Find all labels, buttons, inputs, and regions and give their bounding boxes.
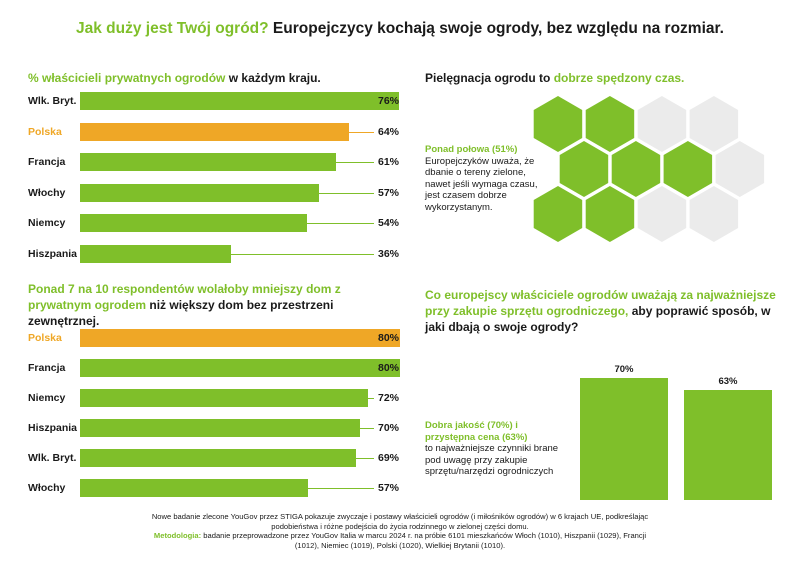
bar-label: Włochy <box>28 482 66 494</box>
bar-label: Polska <box>28 125 62 138</box>
bar-leader-line <box>319 192 374 194</box>
bar <box>80 479 308 497</box>
bar <box>80 183 320 202</box>
equipment-note: Dobra jakość (70%) i przystępna cena (63… <box>425 420 565 478</box>
garden-care-title: Pielęgnacja ogrodu to dobrze spędzony cz… <box>425 70 785 86</box>
garden-care-note: Ponad połowa (51%) Europejczyków uważa, … <box>425 144 547 213</box>
bar <box>80 389 368 407</box>
hexagon-empty <box>637 96 687 152</box>
bar <box>80 329 400 347</box>
bar <box>80 214 307 232</box>
hexagon-empty <box>689 96 739 152</box>
house-preference-chart-title: Ponad 7 na 10 respondentów wolałoby mnie… <box>28 281 378 329</box>
bar <box>80 153 337 171</box>
hexagon-filled <box>611 141 661 197</box>
bar-value-label: 69% <box>378 452 400 464</box>
bar <box>684 389 772 500</box>
bar-value-label: 63% <box>718 375 738 387</box>
footer-methodology-text: badanie przeprowadzone przez YouGov Ital… <box>201 531 647 550</box>
bar-label: Niemcy <box>28 392 66 404</box>
bar-value-label: 76% <box>378 95 400 107</box>
footer-methodology-label: Metodologia: <box>153 531 202 541</box>
bar-value-label: 57% <box>378 186 400 199</box>
hexagon-empty <box>689 186 739 242</box>
bar-value-label: 57% <box>378 482 400 494</box>
bar-label: Wlk. Bryt. <box>28 95 77 107</box>
house-preference-bar-chart: Polska 80% Francja 80% Niemcy 72% Hiszpania 70%… <box>28 329 408 499</box>
page-title-rest: Europejczycy kochają swoje ogrody, bez w… <box>268 20 724 37</box>
ownership-title-rest: w każdym kraju. <box>225 71 321 85</box>
bar-label: Francja <box>28 362 66 374</box>
bar-value-label: 70% <box>614 363 634 375</box>
bar <box>580 377 668 500</box>
bar-label: Francja <box>28 156 66 168</box>
bar-value-label: 61% <box>378 156 400 168</box>
bar <box>80 244 232 263</box>
footer-description: Nowe badanie zlecone YouGov przez STIGA … <box>151 512 649 531</box>
hexagon-filled <box>533 96 583 152</box>
bar-label: Polska <box>28 332 62 344</box>
hexagon-empty <box>637 186 687 242</box>
garden-care-note-text: Europejczyków uważa, że dbanie o tereny … <box>425 155 538 213</box>
footer: Nowe badanie zlecone YouGov przez STIGA … <box>150 512 650 550</box>
ownership-title-highlight: % właścicieli prywatnych ogrodów <box>28 71 226 85</box>
bar-value-label: 72% <box>378 392 400 404</box>
equipment-note-text: to najważniejsze czynniki brane pod uwag… <box>425 443 559 477</box>
bar <box>80 92 400 110</box>
bar-leader-line <box>356 458 374 459</box>
bar-leader-line <box>336 162 374 163</box>
bar-label: Wlk. Bryt. <box>28 452 77 464</box>
hexagon-filled <box>585 186 635 242</box>
hexagon-pictogram <box>533 96 765 242</box>
bar-value-label: 70% <box>378 422 400 434</box>
hexagon-filled <box>559 141 609 197</box>
bar <box>80 419 360 437</box>
bar-label: Hiszpania <box>28 422 78 434</box>
bar <box>80 449 356 467</box>
bar-leader-line <box>348 131 374 133</box>
equipment-title-highlight: Co europejscy właściciele ogrodów uważaj… <box>425 288 776 318</box>
bar-leader-line <box>360 428 374 429</box>
bar-leader-line <box>368 398 374 399</box>
equipment-title-rest: aby poprawić sposób, w jaki dbają o swoj… <box>425 304 771 334</box>
bar-value-label: 80% <box>378 332 400 344</box>
hexagon-empty <box>715 141 765 197</box>
equipment-bar-chart: 70% 63% <box>575 360 775 500</box>
bar-leader-line <box>306 223 374 224</box>
house-title-rest: niż większy dom bez przestrzeni zewnętrz… <box>28 298 334 328</box>
bar-label: Hiszpania <box>28 247 78 260</box>
bar-value-label: 80% <box>378 362 400 374</box>
page-title: Jak duży jest Twój ogród? Europejczycy k… <box>0 20 800 38</box>
hexagon-filled <box>663 141 713 197</box>
bar-value-label: 64% <box>378 125 400 138</box>
house-title-highlight: Ponad 7 na 10 respondentów wolałoby mnie… <box>28 282 341 312</box>
bar-leader-line <box>231 253 374 255</box>
hexagon-filled <box>533 186 583 242</box>
bar-label: Włochy <box>28 186 66 199</box>
ownership-bar-chart: Wlk. Bryt. 76% Polska 64% Francja 61% Włochy 57… <box>28 92 408 263</box>
page-title-highlight: Jak duży jest Twój ogród? <box>76 20 269 37</box>
bar-value-label: 54% <box>378 217 400 229</box>
garden-care-title-highlight: dobrze spędzony czas. <box>553 71 685 85</box>
ownership-chart-title: % właścicieli prywatnych ogrodów w każdy… <box>28 70 388 86</box>
hexagon-filled <box>585 96 635 152</box>
equipment-chart-title: Co europejscy właściciele ogrodów uważaj… <box>425 287 780 335</box>
bar-value-label: 36% <box>378 247 400 260</box>
bar <box>80 359 400 377</box>
garden-care-note-highlight: Ponad połowa (51%) <box>425 144 518 155</box>
bar <box>80 122 349 141</box>
garden-care-title-text: Pielęgnacja ogrodu to <box>425 71 554 85</box>
equipment-note-highlight: Dobra jakość (70%) i przystępna cena (63… <box>425 420 528 443</box>
bar-leader-line <box>308 488 374 489</box>
bar-label: Niemcy <box>28 217 66 229</box>
